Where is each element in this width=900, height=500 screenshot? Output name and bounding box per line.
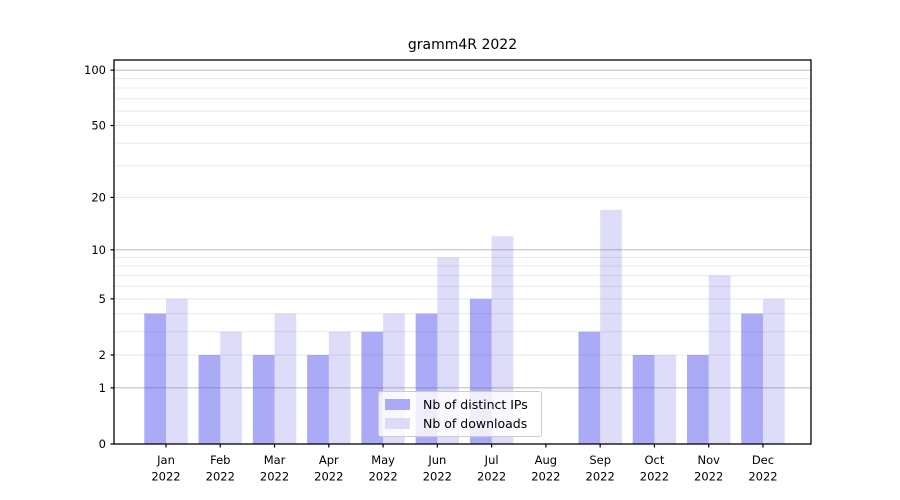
bar-distinct-ips-oct: [632, 355, 655, 444]
bar-distinct-ips-feb: [198, 355, 221, 444]
bar-downloads-dec: [762, 298, 785, 444]
y-tick-label-20: 20: [91, 190, 106, 204]
x-tick-label-apr: Apr 2022: [314, 453, 343, 484]
bar-downloads-apr: [328, 331, 351, 444]
bar-distinct-ips-nov: [687, 355, 709, 444]
x-tick-label-dec: Dec 2022: [748, 453, 777, 484]
x-tick-label-jul: Jul 2022: [477, 453, 506, 484]
bar-distinct-ips-jan: [144, 313, 166, 444]
bar-distinct-ips-apr: [307, 355, 329, 444]
bar-distinct-ips-sep: [578, 331, 601, 444]
x-tick-label-feb: Feb 2022: [206, 453, 235, 484]
y-tick-label-100: 100: [84, 63, 106, 77]
x-tick-label-may: May 2022: [368, 453, 397, 484]
bar-downloads-oct: [654, 355, 677, 444]
bar-downloads-jan: [166, 298, 188, 444]
bar-distinct-ips-mar: [252, 355, 275, 444]
y-tick-label-2: 2: [99, 348, 106, 362]
y-tick-label-5: 5: [99, 292, 106, 306]
y-tick-label-0: 0: [99, 437, 106, 451]
x-tick-label-jan: Jan 2022: [151, 453, 180, 484]
legend-swatch-downloads: [385, 417, 410, 429]
bar-downloads-feb: [220, 331, 242, 444]
x-tick-label-nov: Nov 2022: [694, 453, 723, 484]
legend: Nb of distinct IPs Nb of downloads: [378, 391, 542, 437]
bar-downloads-nov: [708, 275, 731, 444]
plot-border: [113, 59, 812, 445]
legend-label-downloads: Nb of downloads: [423, 415, 528, 431]
y-tick-label-50: 50: [91, 119, 106, 133]
y-tick-label-1: 1: [99, 381, 106, 395]
x-tick-label-sep: Sep 2022: [586, 453, 615, 484]
bar-downloads-mar: [274, 313, 297, 444]
bar-distinct-ips-dec: [741, 313, 763, 444]
legend-item-downloads: Nb of downloads: [385, 416, 535, 431]
bar-downloads-sep: [600, 209, 622, 444]
x-tick-label-oct: Oct 2022: [640, 453, 669, 484]
x-tick-label-jun: Jun 2022: [423, 453, 452, 484]
legend-item-distinct-ips: Nb of distinct IPs: [385, 397, 535, 412]
legend-label-distinct-ips: Nb of distinct IPs: [423, 397, 528, 413]
chart-title: gramm4R 2022: [407, 37, 518, 53]
x-tick-label-mar: Mar 2022: [260, 453, 289, 484]
x-tick-label-aug: Aug 2022: [531, 453, 560, 484]
legend-swatch-distinct-ips: [385, 399, 410, 411]
y-tick-label-10: 10: [91, 243, 106, 257]
bar-distinct-ips-may: [361, 331, 384, 444]
